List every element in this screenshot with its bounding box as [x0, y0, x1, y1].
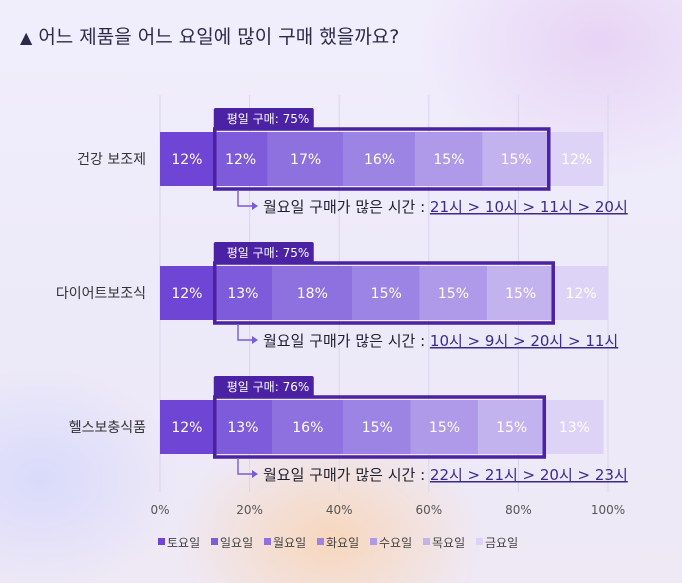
x-tick-label: 40% — [326, 503, 353, 517]
legend-label: 일요일 — [220, 536, 253, 550]
weekday-highlight-box — [213, 127, 551, 191]
weekday-label-tab — [213, 242, 314, 263]
annotation-hours: 10시 > 9시 > 20시 > 11시 — [430, 332, 618, 350]
bar-segment — [478, 400, 546, 454]
x-tick-label: 100% — [591, 503, 625, 517]
bar-segment — [160, 132, 214, 186]
chart-title-text: 어느 제품을 어느 요일에 많이 구매 했을까요? — [38, 26, 400, 48]
weekday-label: 평일 구매: 75% — [227, 112, 310, 126]
weekday-label: 평일 구매: 76% — [227, 380, 310, 394]
bar-value-label: 13% — [559, 420, 590, 436]
bar-value-label: 12% — [171, 420, 202, 436]
bar-segment — [160, 266, 214, 320]
bar-value-label: 15% — [433, 152, 464, 168]
arrow-icon — [252, 202, 258, 210]
legend-label: 금요일 — [485, 536, 518, 550]
x-tick-label: 20% — [236, 503, 263, 517]
legend-label: 수요일 — [379, 536, 412, 550]
bar-segment — [160, 400, 214, 454]
triangle-icon: ▲ — [20, 28, 33, 47]
legend-label: 토요일 — [167, 536, 200, 550]
bar-segment — [213, 400, 272, 454]
bar-segment — [554, 266, 608, 320]
bar-segment — [487, 266, 555, 320]
bar-value-label: 12% — [171, 286, 202, 302]
legend-label: 월요일 — [273, 536, 306, 550]
bar-segment — [352, 266, 420, 320]
bar-value-label: 17% — [290, 152, 321, 168]
bar-segment — [213, 266, 272, 320]
annotation-text: 월요일 구매가 많은 시간 : 22시 > 21시 > 20시 > 23시 — [263, 466, 628, 484]
bar-value-label: 12% — [225, 152, 256, 168]
weekday-highlight-box — [213, 261, 555, 325]
annotation-prefix: 월요일 구매가 많은 시간 : — [263, 198, 430, 216]
legend-label: 목요일 — [432, 536, 465, 550]
annotation-prefix: 월요일 구매가 많은 시간 : — [263, 466, 430, 484]
arrow-icon — [252, 470, 258, 478]
weekday-label-tab — [213, 376, 314, 397]
x-tick-label: 60% — [415, 503, 442, 517]
annotation-prefix: 월요일 구매가 많은 시간 : — [263, 332, 430, 350]
x-tick-label: 0% — [150, 503, 169, 517]
bar-segment — [213, 132, 268, 186]
bar-value-label: 15% — [371, 286, 402, 302]
legend-swatch — [370, 538, 377, 545]
bar-segment — [343, 132, 416, 186]
bar-segment — [419, 266, 488, 320]
legend-swatch — [211, 538, 218, 545]
chart-title: ▲ 어느 제품을 어느 요일에 많이 구매 했을까요? — [20, 22, 399, 49]
legend-swatch — [317, 538, 324, 545]
weekday-label: 평일 구매: 75% — [227, 246, 310, 260]
arrow-icon — [252, 336, 258, 344]
bar-segment — [272, 266, 353, 320]
bar-value-label: 16% — [364, 152, 395, 168]
bar-value-label: 16% — [292, 420, 323, 436]
bar-segment — [545, 400, 604, 454]
bar-segment — [267, 132, 344, 186]
bar-segment — [410, 400, 479, 454]
bar-value-label: 13% — [227, 420, 258, 436]
bar-value-label: 12% — [561, 152, 592, 168]
legend-swatch — [158, 538, 165, 545]
bar-segment — [482, 132, 550, 186]
category-label: 건강 보조제 — [77, 152, 146, 168]
bar-value-label: 15% — [501, 152, 532, 168]
bar-segment — [343, 400, 411, 454]
bar-value-label: 15% — [505, 286, 536, 302]
category-label: 다이어트보조식 — [56, 286, 146, 302]
bar-value-label: 12% — [566, 286, 597, 302]
annotation-text: 월요일 구매가 많은 시간 : 10시 > 9시 > 20시 > 11시 — [263, 332, 618, 350]
category-label: 헬스보충식품 — [69, 420, 146, 436]
annotation-connector — [237, 190, 252, 207]
annotation-connector — [237, 458, 252, 475]
bar-value-label: 18% — [297, 286, 328, 302]
bar-segment — [272, 400, 344, 454]
bar-value-label: 15% — [496, 420, 527, 436]
bar-value-label: 15% — [429, 420, 460, 436]
annotation-hours: 21시 > 10시 > 11시 > 20시 — [430, 198, 628, 216]
x-tick-label: 80% — [505, 503, 532, 517]
annotation-text: 월요일 구매가 많은 시간 : 21시 > 10시 > 11시 > 20시 — [263, 198, 628, 216]
bar-segment — [415, 132, 483, 186]
bar-value-label: 12% — [171, 152, 202, 168]
bar-value-label: 13% — [227, 286, 258, 302]
weekday-highlight-box — [213, 395, 547, 459]
legend-swatch — [476, 538, 483, 545]
annotation-connector — [237, 324, 252, 341]
weekday-label-tab — [213, 108, 314, 129]
bar-value-label: 15% — [438, 286, 469, 302]
legend-swatch — [423, 538, 430, 545]
annotation-hours: 22시 > 21시 > 20시 > 23시 — [430, 466, 628, 484]
legend-swatch — [264, 538, 271, 545]
bar-value-label: 15% — [362, 420, 393, 436]
bar-segment — [549, 132, 604, 186]
legend-label: 화요일 — [326, 536, 359, 550]
